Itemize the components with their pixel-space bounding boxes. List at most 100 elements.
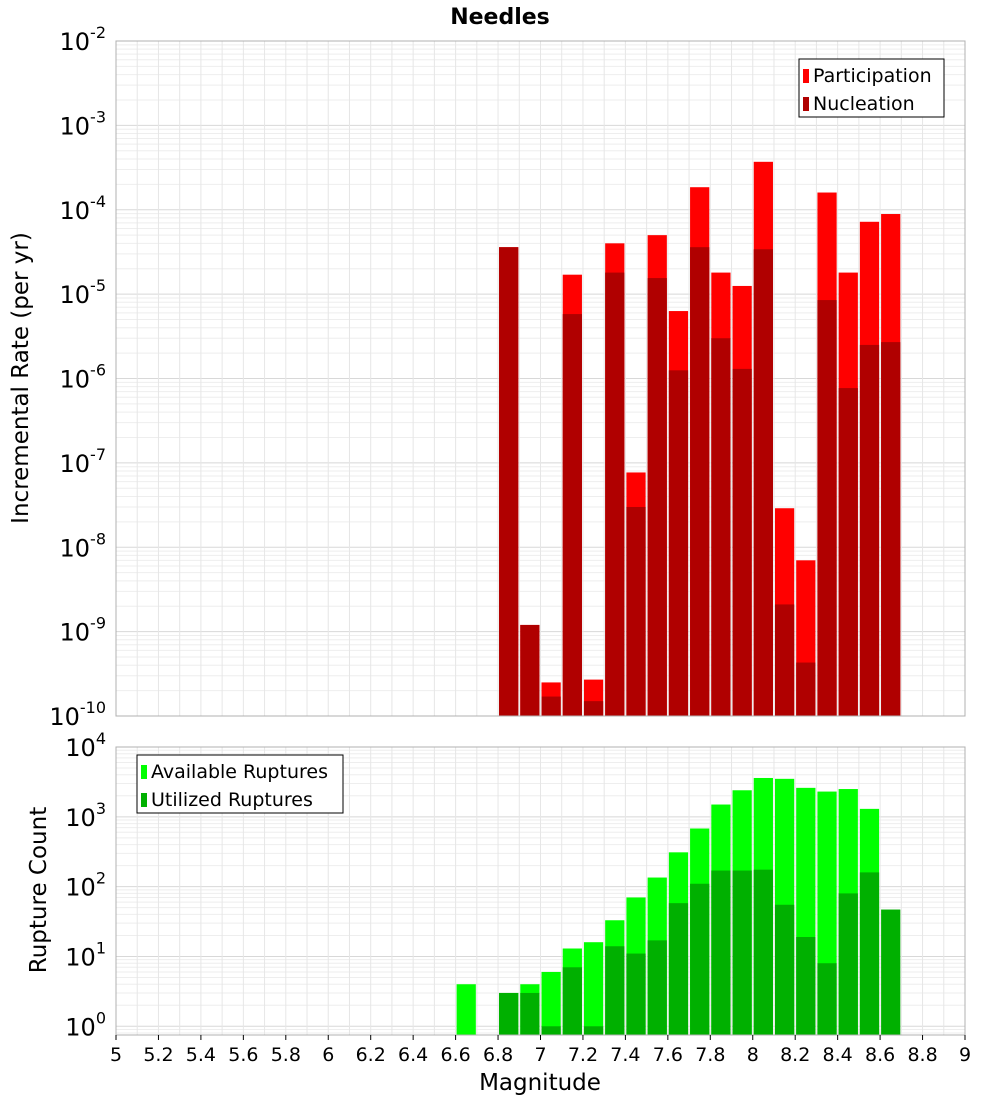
top-legend-label: Participation [813,65,932,87]
bottom-bar [520,992,540,1035]
bottom-legend-label: Available Ruptures [151,761,328,783]
x-tick-label: 8.4 [823,1044,853,1066]
bottom-series-2 [499,869,901,1035]
x-tick-label: 7.2 [568,1044,598,1066]
top-bar [668,370,689,716]
top-y-tick-label: 10-8 [60,529,107,562]
bottom-bar [732,870,752,1035]
top-y-tick-label: 10-9 [60,614,107,647]
bottom-y-tick-label: 101 [65,938,106,971]
x-tick-label: 5.4 [186,1044,216,1066]
x-ticks: 5 5.2 5.4 5.6 5.8 6 6.2 6.4 6.6 6.8 7 7.2 7.4 7.6 7.8 8… [110,1035,971,1066]
x-tick-label: 8.2 [780,1044,810,1066]
top-y-tick-label: 10-7 [60,445,107,478]
x-tick-label: 6 [322,1044,334,1066]
bottom-bar [690,883,710,1035]
bottom-bar [753,869,773,1035]
x-tick-label: 7.6 [653,1044,683,1066]
x-tick-label: 5 [110,1044,122,1066]
x-tick-label: 5.6 [228,1044,258,1066]
bottom-y-tick-label: 102 [65,869,106,902]
top-bar [605,272,625,716]
top-bar [753,249,773,716]
top-legend-swatch [803,97,809,111]
top-legend-label: Nucleation [813,93,915,115]
top-legend-box [798,58,945,118]
bottom-bar [541,1026,561,1035]
x-tick-label: 5.2 [143,1044,173,1066]
top-series-2 [499,247,901,716]
x-tick-label: 8 [747,1044,759,1066]
bottom-bar [881,909,901,1035]
bottom-bar [859,872,880,1035]
top-bar [499,247,519,716]
bottom-legend-label: Utilized Ruptures [151,789,313,811]
x-tick-label: 6.2 [356,1044,386,1066]
x-tick-label: 9 [959,1044,971,1066]
bottom-y-tick-label: 104 [65,729,106,762]
top-y-tick-label: 10-10 [49,698,106,731]
top-bar [541,696,561,716]
top-bar [562,314,582,716]
bottom-bar [647,940,667,1035]
top-bar [583,701,604,716]
bottom-y-tick-label: 103 [65,799,106,832]
bottom-bar [583,1026,604,1035]
bottom-bar [499,992,519,1035]
top-grid [115,40,966,717]
top-bar [647,278,667,716]
x-tick-label: 5.8 [271,1044,301,1066]
top-y-tick-label: 10-3 [60,107,107,140]
chart-title: Needles [450,5,550,30]
bottom-y-tick-label: 100 [65,1008,106,1041]
top-bar [626,506,646,716]
bottom-bar [668,903,689,1035]
top-y-tick-label: 10-2 [60,23,107,56]
top-y-tick-label: 10-6 [60,361,107,394]
top-bar [520,624,540,716]
bottom-bar [838,893,858,1035]
bottom-bar [774,904,795,1035]
bottom-panel: 100 101 102 103 104 Available Ruptures Utilize… [65,729,966,1041]
top-bar [732,368,752,716]
top-bar [690,247,710,716]
bottom-bar [541,971,561,1035]
bottom-y-axis-label: Rupture Count [26,807,52,973]
top-bar [881,342,901,716]
top-bar [859,344,880,716]
top-plot-frame [115,40,966,717]
x-tick-label: 8.8 [907,1044,937,1066]
x-tick-label: 6.8 [483,1044,513,1066]
bottom-bar [817,963,837,1035]
top-bar [838,388,858,716]
top-y-tick-label: 10-5 [60,276,107,309]
bottom-bar [456,984,476,1035]
top-bar [711,338,731,716]
top-y-axis-label: Incremental Rate (per yr) [8,232,34,524]
bottom-bar [583,942,604,1035]
x-tick-label: 7 [534,1044,546,1066]
bottom-legend-swatch [141,765,147,779]
top-legend: Participation Nucleation [798,58,945,118]
top-panel: 10-10 10-9 10-8 10-7 10-6 10-5 10-4 10-3 10-2 Par… [49,23,966,731]
bottom-bar [626,953,646,1035]
bottom-bar [796,936,816,1035]
top-bar [796,662,816,716]
bottom-legend-swatch [141,793,147,807]
top-bar [774,604,795,716]
x-tick-label: 6.4 [398,1044,428,1066]
bottom-bar [711,870,731,1035]
top-bar [817,300,837,716]
top-y-tick-label: 10-4 [60,192,107,225]
x-axis-label: Magnitude [479,1070,601,1096]
x-tick-label: 7.8 [695,1044,725,1066]
x-tick-label: 8.6 [865,1044,895,1066]
x-tick-label: 6.6 [440,1044,470,1066]
bottom-bar [562,967,582,1035]
bottom-legend-box [136,754,344,814]
x-tick-label: 7.4 [610,1044,640,1066]
top-legend-swatch [803,69,809,83]
bottom-bar [605,946,625,1035]
bottom-legend: Available Ruptures Utilized Ruptures [136,754,344,814]
